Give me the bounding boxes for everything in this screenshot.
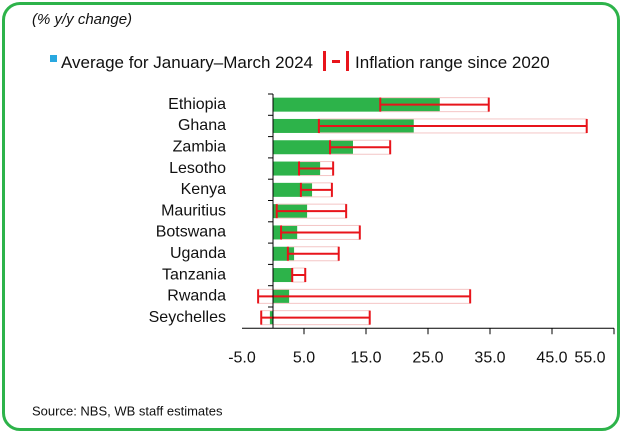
subtitle: (% y/y change) [32,11,132,28]
y-tick-label: Tanzania [162,266,226,283]
error-bar [291,268,307,283]
error-bar [329,140,392,155]
y-tick-label: Ethiopia [168,96,226,113]
legend-swatch [50,55,57,62]
legend-label: Average for January–March 2024 [61,53,314,72]
y-tick-label: Uganda [170,245,226,262]
x-tick-label: 35.0 [474,350,505,367]
x-tick-label: 45.0 [536,350,567,367]
x-tick-label: 55.0 [574,350,605,367]
y-tick-label: Ghana [178,117,226,134]
y-tick-label: Mauritius [161,202,226,219]
bar [273,268,293,283]
bar [273,182,313,197]
x-tick-label: -5.0 [228,350,256,367]
bar [273,161,321,176]
error-bar [280,225,361,240]
error-bar [298,161,335,176]
error-bar [257,289,472,304]
x-tick-label: 25.0 [412,350,443,367]
error-bar [299,182,333,197]
bar [273,97,440,112]
legend-swatch [323,51,350,71]
legend: Average for January–March 2024 Inflation … [50,48,595,78]
error-bar [379,97,490,112]
source: Source: NBS, WB staff estimates [32,403,223,418]
bar [273,140,353,155]
y-tick-label: Zambia [173,138,226,155]
x-tick-label: 5.0 [293,350,315,367]
y-tick-label: Lesotho [169,160,226,177]
y-tick-label: Rwanda [167,288,226,305]
legend-label: Inflation range since 2020 [355,53,550,72]
x-tick-label: 15.0 [350,350,381,367]
error-bar [275,204,348,219]
error-bar [317,118,588,133]
y-tick-label: Seychelles [149,309,226,326]
y-tick-label: Botswana [156,224,226,241]
error-bar [286,246,340,261]
error-bar [260,310,371,325]
y-tick-label: Kenya [181,181,226,198]
